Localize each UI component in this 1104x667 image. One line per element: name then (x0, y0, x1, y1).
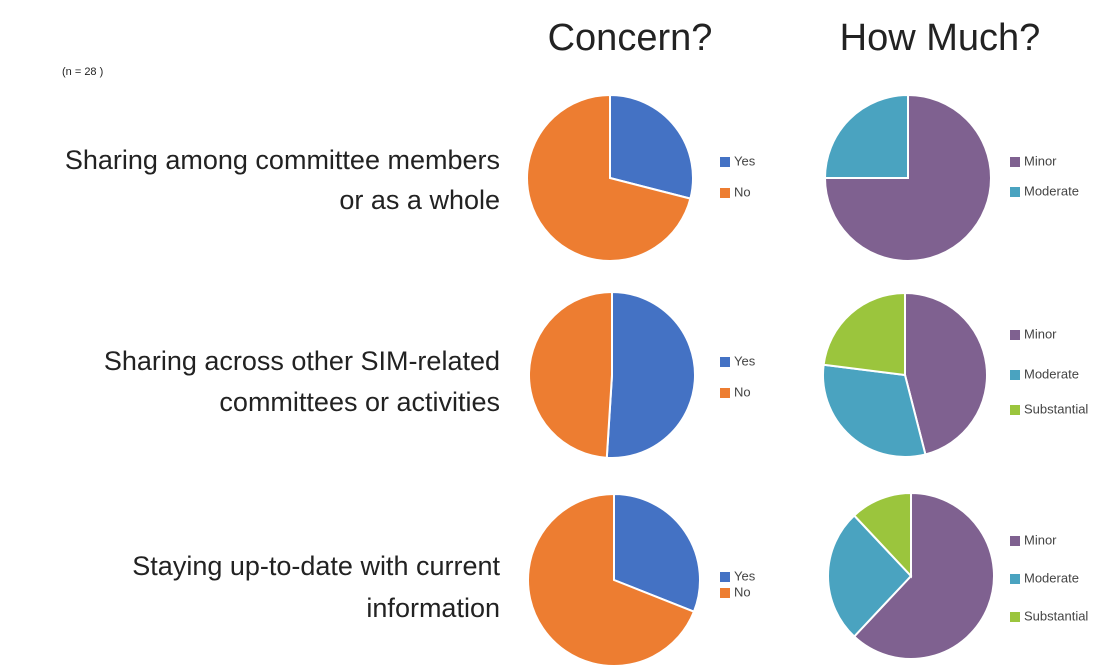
row-label: committees or activities (219, 387, 500, 417)
legend-label: Substantial (1024, 608, 1088, 623)
legend-swatch (720, 157, 730, 167)
row-label: Staying up-to-date with current (132, 551, 500, 581)
pie-slice (852, 491, 995, 660)
pie-slice (852, 491, 912, 579)
pie-slice (609, 93, 694, 200)
pie-slice (827, 514, 913, 638)
row-label: Sharing across other SIM-related (104, 346, 500, 376)
legend-swatch (720, 357, 730, 367)
legend-label: Yes (734, 153, 756, 168)
legend-swatch (1010, 612, 1020, 622)
pie-slice (822, 363, 927, 458)
legend-label: Moderate (1024, 570, 1079, 585)
pie-slice (605, 290, 696, 459)
legend-swatch (1010, 187, 1020, 197)
pie-slice (904, 291, 988, 456)
legend-label: Yes (734, 568, 756, 583)
column-title: How Much? (840, 17, 1041, 59)
sample-note: (n = 28 ) (62, 66, 103, 78)
legend-swatch (1010, 574, 1020, 584)
legend-label: No (734, 184, 751, 199)
legend-swatch (720, 388, 730, 398)
legend-label: Substantial (1024, 401, 1088, 416)
row-label: information (366, 593, 500, 623)
legend-swatch (1010, 536, 1020, 546)
legend-label: Minor (1024, 532, 1057, 547)
pie-slice (526, 93, 692, 262)
legend-label: Yes (734, 353, 756, 368)
legend-label: Minor (1024, 326, 1057, 341)
legend-swatch (1010, 405, 1020, 415)
legend-label: Moderate (1024, 366, 1079, 381)
legend-swatch (1010, 157, 1020, 167)
pie-slice (823, 93, 909, 179)
row-label: or as a whole (339, 185, 500, 215)
legend-label: Moderate (1024, 183, 1079, 198)
legend-swatch (1010, 330, 1020, 340)
legend-swatch (720, 188, 730, 198)
legend-label: No (734, 584, 751, 599)
legend-label: No (734, 384, 751, 399)
pie-slice (613, 492, 701, 613)
pie-slice (527, 492, 696, 667)
legend-label: Minor (1024, 153, 1057, 168)
row-label: Sharing among committee members (65, 145, 500, 175)
column-title: Concern? (548, 17, 713, 59)
pie-slice (528, 290, 613, 459)
legend-swatch (1010, 370, 1020, 380)
pie-slice (823, 93, 992, 262)
legend-swatch (720, 588, 730, 598)
pie-slice (822, 291, 906, 377)
legend-swatch (720, 572, 730, 582)
